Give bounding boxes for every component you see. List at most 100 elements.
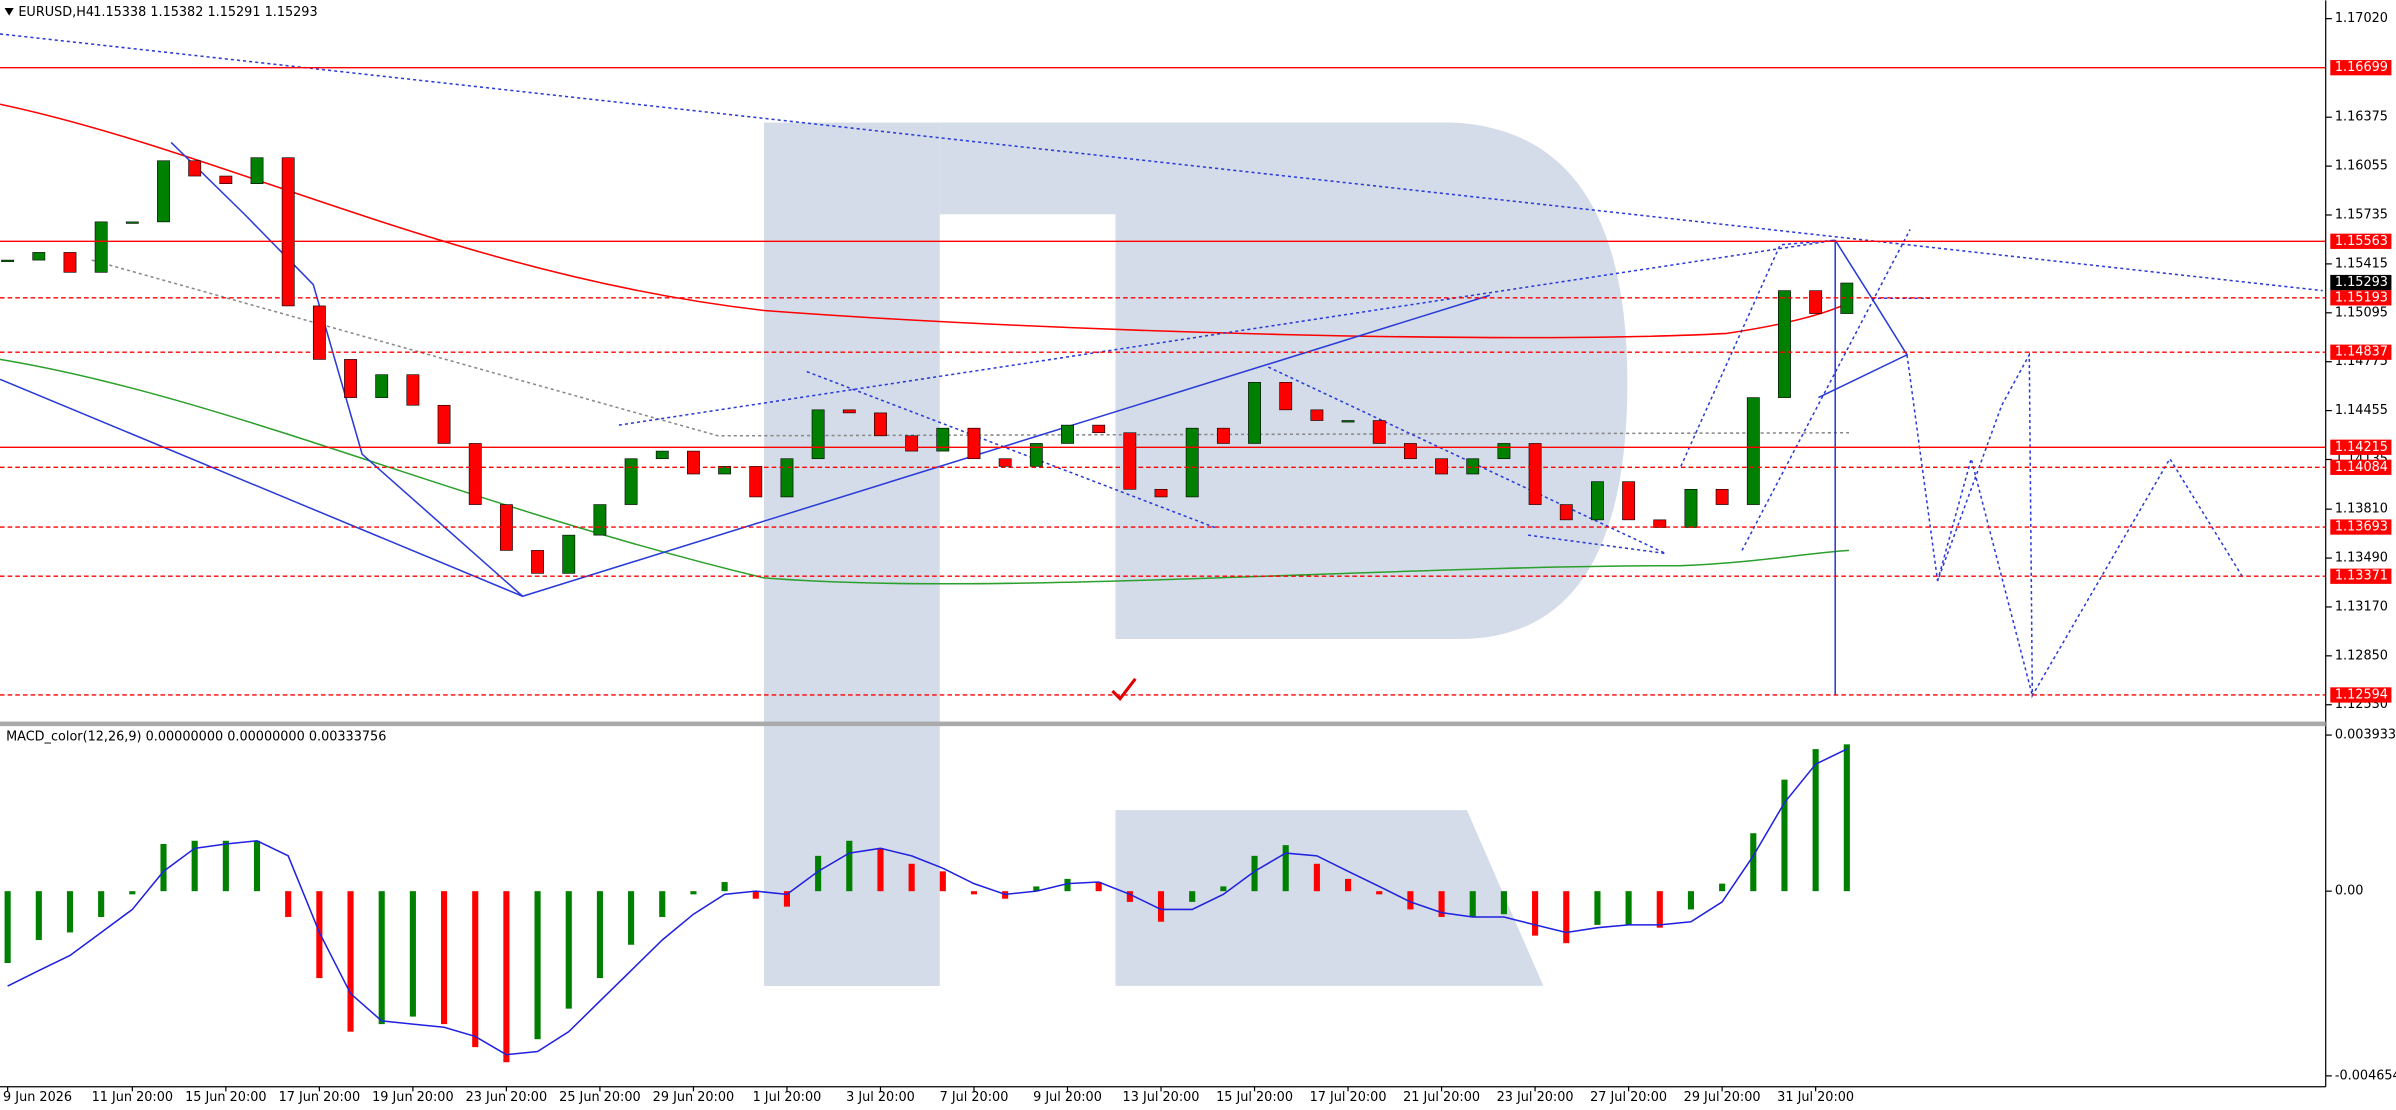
y-tick-label: 1.13490 bbox=[2335, 551, 2388, 566]
price-level-tag bbox=[2330, 687, 2392, 703]
macd-bar bbox=[472, 891, 479, 1048]
price-level-tag bbox=[2330, 290, 2392, 306]
macd-bar bbox=[1781, 779, 1788, 892]
macd-bar bbox=[1563, 891, 1570, 944]
quote: 1.15338 1.15382 1.15291 1.15293 bbox=[93, 5, 317, 20]
x-tick-label: 1 Jul 20:00 bbox=[753, 1090, 822, 1105]
candle bbox=[1123, 432, 1137, 490]
candle bbox=[1403, 443, 1417, 460]
candle bbox=[125, 221, 139, 224]
candle bbox=[437, 404, 451, 444]
x-tick-label: 3 Jul 20:00 bbox=[846, 1090, 915, 1105]
candle bbox=[842, 409, 856, 414]
macd-bar bbox=[1594, 891, 1601, 925]
candle bbox=[1061, 424, 1074, 444]
macd-bar bbox=[939, 871, 946, 892]
macd-bar bbox=[783, 891, 791, 907]
macd-bar bbox=[1126, 891, 1133, 902]
candle bbox=[1528, 443, 1542, 505]
price-level-tag bbox=[2330, 60, 2392, 76]
macd-bar bbox=[815, 855, 822, 892]
candle bbox=[655, 450, 669, 460]
candle bbox=[344, 359, 357, 398]
signal-line bbox=[7, 748, 1848, 1056]
y-tick-label: 0.00 bbox=[2335, 884, 2364, 899]
candle bbox=[967, 427, 981, 460]
price-level-label: 1.14837 bbox=[2335, 345, 2388, 360]
macd-bar bbox=[347, 891, 354, 1032]
candle bbox=[905, 435, 919, 452]
candle bbox=[375, 374, 389, 398]
candle bbox=[780, 458, 794, 498]
macd-bar bbox=[1157, 891, 1165, 922]
x-tick-label: 27 Jul 20:00 bbox=[1590, 1090, 1667, 1105]
macd-bar bbox=[1500, 891, 1507, 915]
candle bbox=[281, 157, 295, 307]
collapse-icon[interactable] bbox=[4, 7, 14, 16]
candle bbox=[312, 305, 326, 360]
candle bbox=[1092, 424, 1106, 434]
y-tick-label: 1.17020 bbox=[2335, 11, 2388, 26]
price-level-tag bbox=[2330, 233, 2392, 249]
x-tick-label: 29 Jul 20:00 bbox=[1684, 1090, 1761, 1105]
macd-bar bbox=[877, 848, 884, 892]
macd-bar bbox=[690, 891, 697, 895]
y-tick-label: 1.15415 bbox=[2335, 256, 2388, 271]
macd-bar bbox=[1438, 891, 1445, 917]
candle bbox=[1809, 290, 1823, 314]
candle bbox=[1185, 427, 1199, 498]
price-level-tag bbox=[2330, 459, 2392, 475]
candle bbox=[63, 252, 77, 273]
x-tick-label: 25 Jun 20:00 bbox=[559, 1090, 641, 1105]
macd-bar bbox=[66, 891, 74, 933]
macd-bar bbox=[752, 891, 759, 899]
macd-bar bbox=[1407, 891, 1414, 910]
candle bbox=[406, 374, 420, 406]
candle bbox=[1497, 443, 1511, 460]
candle bbox=[874, 412, 887, 437]
candle bbox=[1591, 481, 1604, 521]
macd-bar bbox=[596, 891, 603, 979]
macd-bar bbox=[129, 891, 136, 895]
candle bbox=[32, 252, 46, 261]
x-tick-label: 23 Jul 20:00 bbox=[1497, 1090, 1574, 1105]
macd-bar bbox=[1344, 878, 1352, 892]
y-tick-label: 1.15735 bbox=[2335, 208, 2388, 223]
macd-bar bbox=[1251, 855, 1258, 892]
macd-bar bbox=[1812, 749, 1819, 892]
macd-bar bbox=[1064, 878, 1071, 892]
candle bbox=[1279, 382, 1293, 411]
macd-title: MACD_color(12,26,9) 0.00000000 0.0000000… bbox=[6, 729, 386, 744]
candle bbox=[998, 458, 1012, 467]
macd-bar bbox=[1282, 845, 1289, 892]
macd-bar bbox=[534, 891, 541, 1040]
x-tick-label: 15 Jul 20:00 bbox=[1216, 1090, 1293, 1105]
price-level-label: 1.15563 bbox=[2335, 234, 2388, 249]
current-price-tag bbox=[2330, 274, 2392, 291]
candle bbox=[593, 504, 607, 536]
x-tick-label: 15 Jun 20:00 bbox=[185, 1090, 267, 1105]
macd-bar bbox=[222, 840, 229, 892]
y-tick-label: 1.16375 bbox=[2335, 110, 2388, 125]
x-tick-label: 17 Jul 20:00 bbox=[1310, 1090, 1387, 1105]
candle bbox=[1653, 519, 1667, 528]
price-level-tag bbox=[2330, 344, 2392, 360]
price-level-tag bbox=[2330, 519, 2392, 535]
candle bbox=[718, 466, 732, 475]
y-tick-label: 1.13170 bbox=[2335, 599, 2388, 614]
macd-bar bbox=[98, 891, 105, 917]
x-tick-label: 21 Jul 20:00 bbox=[1403, 1090, 1480, 1105]
candle bbox=[936, 427, 950, 452]
candle bbox=[1310, 409, 1324, 421]
x-tick-label: 11 Jun 20:00 bbox=[92, 1090, 173, 1105]
macd-bar bbox=[503, 891, 510, 1063]
candle bbox=[1559, 504, 1573, 521]
y-tick-label: 1.15095 bbox=[2335, 305, 2388, 320]
candle bbox=[1341, 420, 1355, 423]
macd-bar bbox=[1033, 886, 1040, 892]
y-tick-label: 1.16055 bbox=[2335, 159, 2388, 174]
symbol-title: EURUSD,H4 bbox=[18, 5, 94, 20]
macd-bar bbox=[1532, 891, 1539, 936]
